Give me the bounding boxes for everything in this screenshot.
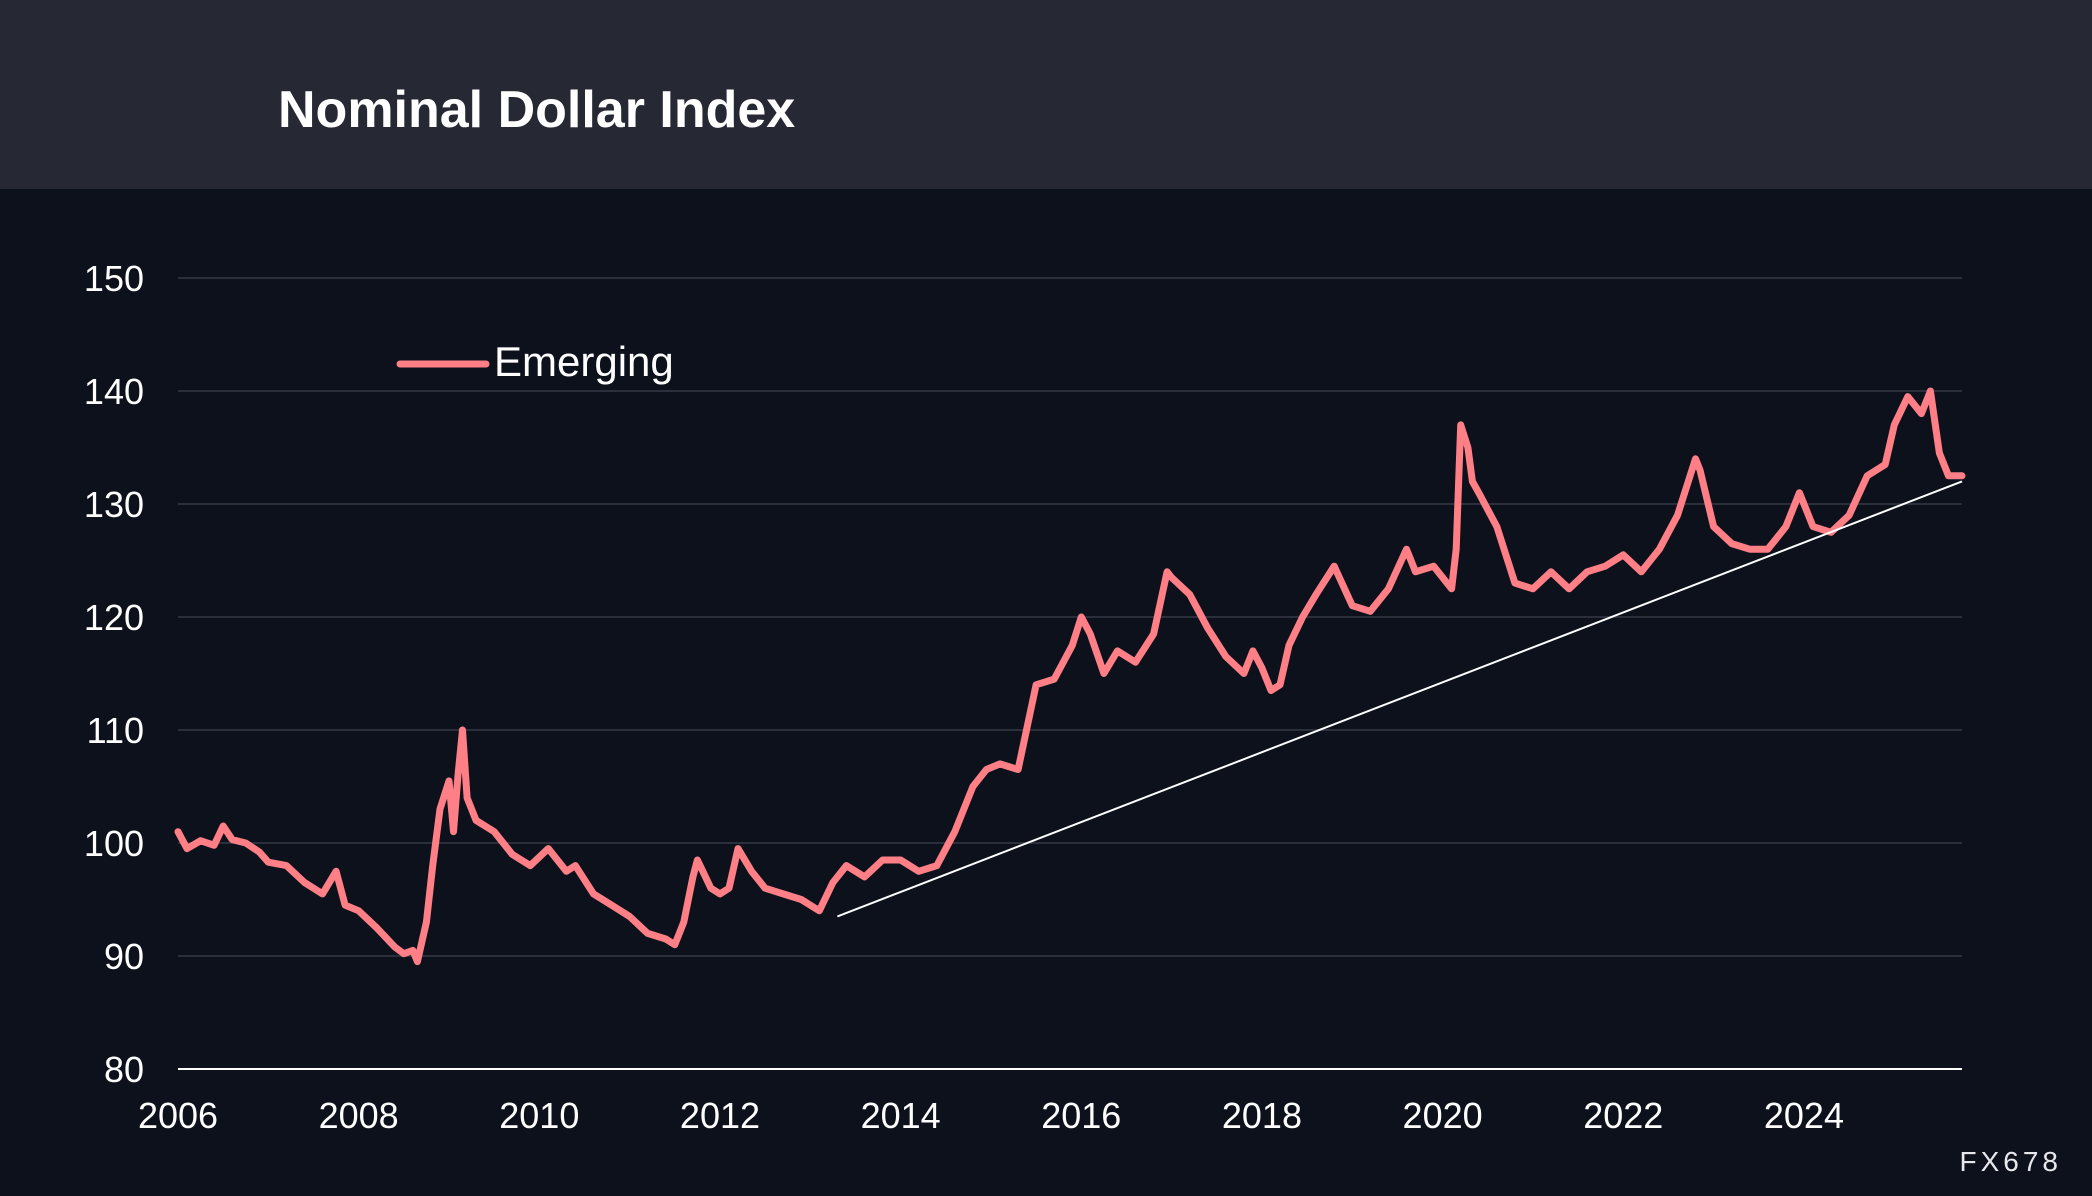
series-line-emerging [174, 387, 1966, 966]
y-tick-label: 80 [104, 1049, 144, 1090]
trendline [837, 480, 1963, 918]
x-tick-label: 2022 [1583, 1095, 1663, 1136]
y-tick-label: 150 [84, 258, 144, 299]
legend-label-emerging: Emerging [494, 338, 674, 385]
x-tick-label: 2024 [1764, 1095, 1844, 1136]
watermark: FX678 [1959, 1146, 2062, 1177]
x-tick-label: 2008 [319, 1095, 399, 1136]
x-axis-labels: 2006 2008 2010 2012 2014 2016 2018 2020 2022 2024 [138, 1095, 1844, 1136]
y-tick-label: 110 [87, 710, 144, 751]
y-tick-label: 120 [84, 597, 144, 638]
header-bar: Nominal Dollar Index [0, 0, 2092, 189]
y-tick-label: 130 [84, 484, 144, 525]
x-tick-label: 2010 [499, 1095, 579, 1136]
x-tick-label: 2018 [1222, 1095, 1302, 1136]
x-tick-label: 2006 [138, 1095, 218, 1136]
grid [178, 277, 1962, 1070]
x-tick-label: 2014 [861, 1095, 941, 1136]
y-axis-labels: 80 90 100 110 120 130 140 150 [84, 258, 144, 1090]
page-title: Nominal Dollar Index [278, 81, 796, 139]
y-tick-label: 140 [84, 371, 144, 412]
x-tick-label: 2016 [1041, 1095, 1121, 1136]
y-tick-label: 100 [84, 823, 144, 864]
legend: Emerging [396, 338, 674, 385]
y-tick-label: 90 [104, 936, 144, 977]
series-layer [174, 387, 1966, 966]
x-tick-label: 2020 [1403, 1095, 1483, 1136]
x-tick-label: 2012 [680, 1095, 760, 1136]
